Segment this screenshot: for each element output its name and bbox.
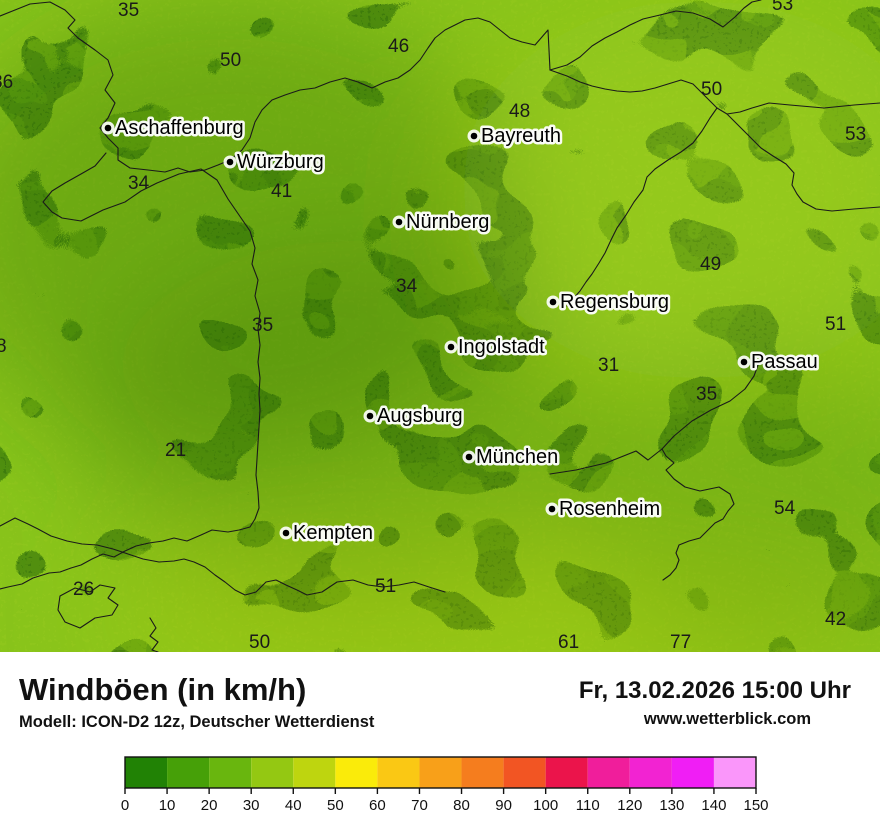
svg-text:49: 49 bbox=[700, 254, 721, 275]
svg-text:90: 90 bbox=[495, 797, 512, 814]
svg-text:Augsburg: Augsburg bbox=[377, 405, 463, 427]
svg-text:53: 53 bbox=[845, 124, 866, 145]
svg-text:140: 140 bbox=[701, 797, 726, 814]
svg-text:60: 60 bbox=[369, 797, 386, 814]
svg-text:Passau: Passau bbox=[751, 351, 818, 373]
svg-text:Rosenheim: Rosenheim bbox=[559, 498, 660, 520]
svg-text:Würzburg: Würzburg bbox=[237, 151, 324, 173]
svg-text:46: 46 bbox=[388, 36, 409, 57]
svg-text:50: 50 bbox=[327, 797, 344, 814]
svg-text:München: München bbox=[476, 446, 558, 468]
svg-text:41: 41 bbox=[271, 181, 292, 202]
svg-text:40: 40 bbox=[285, 797, 302, 814]
svg-text:51: 51 bbox=[375, 576, 396, 597]
svg-text:120: 120 bbox=[617, 797, 642, 814]
svg-text:110: 110 bbox=[576, 797, 600, 814]
svg-text:130: 130 bbox=[659, 797, 684, 814]
svg-text:53: 53 bbox=[772, 0, 793, 15]
svg-text:Regensburg: Regensburg bbox=[560, 291, 669, 313]
svg-text:150: 150 bbox=[743, 797, 768, 814]
svg-text:61: 61 bbox=[558, 632, 579, 652]
svg-text:50: 50 bbox=[701, 79, 722, 100]
svg-text:70: 70 bbox=[411, 797, 428, 814]
svg-text:35: 35 bbox=[696, 384, 717, 405]
svg-text:20: 20 bbox=[201, 797, 218, 814]
svg-text:Ingolstadt: Ingolstadt bbox=[458, 336, 545, 358]
svg-text:50: 50 bbox=[249, 632, 270, 652]
svg-text:34: 34 bbox=[128, 173, 150, 194]
svg-text:51: 51 bbox=[825, 314, 846, 335]
svg-text:0: 0 bbox=[121, 797, 129, 814]
svg-text:34: 34 bbox=[396, 276, 418, 297]
svg-text:10: 10 bbox=[159, 797, 176, 814]
svg-text:80: 80 bbox=[453, 797, 470, 814]
svg-text:35: 35 bbox=[118, 0, 139, 21]
svg-text:86: 86 bbox=[0, 72, 13, 93]
svg-text:31: 31 bbox=[598, 355, 619, 376]
svg-text:54: 54 bbox=[774, 498, 796, 519]
svg-text:77: 77 bbox=[670, 632, 691, 652]
svg-text:100: 100 bbox=[533, 797, 558, 814]
svg-text:35: 35 bbox=[252, 315, 273, 336]
svg-text:26: 26 bbox=[73, 579, 94, 600]
svg-text:21: 21 bbox=[165, 440, 186, 461]
svg-text:42: 42 bbox=[825, 609, 846, 630]
svg-text:Kempten: Kempten bbox=[293, 522, 373, 544]
svg-text:Nürnberg: Nürnberg bbox=[406, 211, 489, 233]
svg-text:Aschaffenburg: Aschaffenburg bbox=[115, 117, 244, 139]
svg-text:8: 8 bbox=[0, 336, 7, 357]
svg-text:50: 50 bbox=[220, 50, 241, 71]
svg-text:30: 30 bbox=[243, 797, 260, 814]
svg-text:48: 48 bbox=[509, 101, 530, 122]
svg-text:Bayreuth: Bayreuth bbox=[481, 125, 561, 147]
